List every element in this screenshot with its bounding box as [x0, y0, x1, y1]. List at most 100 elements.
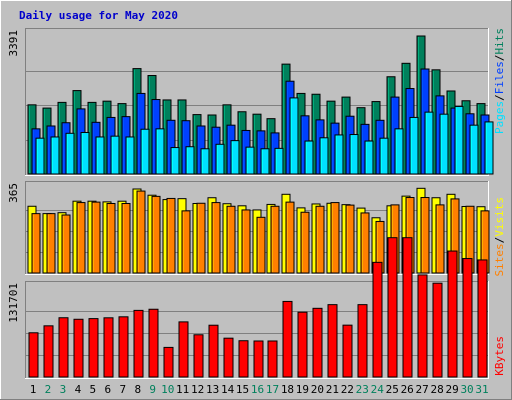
hits-legend-entry: Files — [493, 61, 506, 94]
x-tick-label: 15 — [236, 383, 249, 396]
hits-bar-fill — [95, 136, 105, 175]
hits-legend-entry: / — [493, 55, 506, 62]
visits-bar — [196, 202, 206, 274]
hits-bar — [424, 111, 434, 175]
visits-bar — [76, 202, 86, 274]
kbytes-bar — [297, 311, 308, 378]
visits-bar — [285, 201, 295, 274]
kbytes-bar-fill — [88, 318, 99, 378]
hits-bar — [319, 137, 329, 175]
visits-bar — [256, 216, 266, 274]
hits-legend: Pages/Files/Hits — [493, 28, 506, 134]
hits-bar-fill — [65, 132, 75, 175]
kbytes-bar — [193, 334, 204, 378]
hits-bar — [170, 147, 180, 175]
kbytes-bar — [253, 340, 264, 378]
x-tick-label: 14 — [221, 383, 235, 396]
kbytes-bar-fill — [402, 237, 413, 378]
hits-bar — [80, 131, 90, 175]
visits-bar-fill — [241, 209, 251, 274]
visits-bar-fill — [196, 202, 206, 274]
hits-bar — [140, 128, 150, 175]
kbytes-bar — [477, 259, 488, 378]
kbytes-bar — [73, 318, 84, 378]
hits-bar — [245, 146, 255, 175]
hits-bar — [334, 134, 344, 175]
hits-bar-fill — [125, 136, 135, 175]
hits-bar-fill — [215, 143, 225, 175]
hits-bar — [349, 134, 359, 175]
hits-bar-fill — [394, 128, 404, 175]
visits-bar — [270, 205, 280, 274]
hits-bar — [304, 140, 314, 175]
hits-bar-fill — [260, 148, 270, 175]
kbytes-bar-fill — [387, 237, 398, 378]
hits-bar — [289, 97, 299, 175]
hits-bar — [95, 136, 105, 175]
visits-legend: Sites/Visits — [493, 197, 506, 277]
visits-bar — [420, 197, 430, 274]
kbytes-bar-fill — [357, 304, 368, 378]
hits-bar — [484, 121, 494, 175]
kbytes-bar — [238, 340, 249, 378]
visits-bar-fill — [31, 213, 41, 274]
hits-bar — [110, 135, 120, 175]
x-tick-label: 25 — [386, 383, 399, 396]
kbytes-bar-fill — [462, 258, 473, 378]
kbytes-bar — [103, 317, 114, 378]
kbytes-bar-fill — [297, 311, 308, 378]
x-tick-label: 4 — [75, 383, 82, 396]
kbytes-bar — [417, 274, 428, 378]
visits-bar-fill — [300, 211, 310, 274]
x-tick-label: 26 — [401, 383, 414, 396]
visits-bar-fill — [121, 202, 131, 274]
kbytes-bar — [178, 321, 189, 378]
hits-bar — [394, 128, 404, 175]
visits-bar-fill — [106, 202, 116, 274]
kbytes-bar — [387, 237, 398, 378]
kbytes-bar-fill — [312, 307, 323, 378]
visits-legend-entry: Visits — [493, 197, 506, 237]
hits-legend-entry: Hits — [493, 28, 506, 55]
visits-bar — [345, 204, 355, 274]
visits-bar-fill — [46, 213, 56, 274]
visits-bar-fill — [270, 205, 280, 274]
kbytes-bar-fill — [447, 250, 458, 378]
visits-bar-fill — [61, 214, 71, 274]
hits-bar — [454, 105, 464, 175]
visits-bar — [211, 202, 221, 274]
x-tick-label: 18 — [281, 383, 294, 396]
visits-bar — [435, 204, 445, 274]
visits-bar-fill — [345, 204, 355, 274]
hits-bar-fill — [274, 147, 284, 175]
visits-bar-fill — [435, 204, 445, 274]
hits-bar-fill — [334, 134, 344, 175]
kbytes-bar — [133, 309, 144, 378]
hits-bar-fill — [185, 146, 195, 175]
visits-bar-fill — [420, 197, 430, 274]
x-tick-label: 13 — [206, 383, 219, 396]
kbytes-bar-fill — [148, 308, 159, 378]
kbytes-panel: 131701 KBytes — [7, 237, 506, 379]
x-tick-label: 9 — [149, 383, 156, 396]
visits-bar-fill — [315, 205, 325, 274]
kbytes-bar — [432, 282, 443, 378]
x-tick-label: 19 — [296, 383, 309, 396]
visits-series-sites — [31, 190, 490, 274]
kbytes-bar-fill — [282, 300, 293, 378]
visits-bar — [241, 209, 251, 274]
visits-bar-fill — [136, 190, 146, 274]
hits-bar-fill — [230, 140, 240, 175]
kbytes-bar — [118, 316, 129, 378]
visits-bar-fill — [226, 205, 236, 274]
visits-bar-fill — [166, 197, 176, 274]
hits-legend-entry: / — [493, 94, 506, 101]
kbytes-bar-fill — [342, 324, 353, 378]
hits-bar — [215, 143, 225, 175]
hits-bar — [65, 132, 75, 175]
kbytes-bar-fill — [327, 304, 338, 378]
visits-bar-fill — [330, 202, 340, 274]
kbytes-bar — [148, 308, 159, 378]
